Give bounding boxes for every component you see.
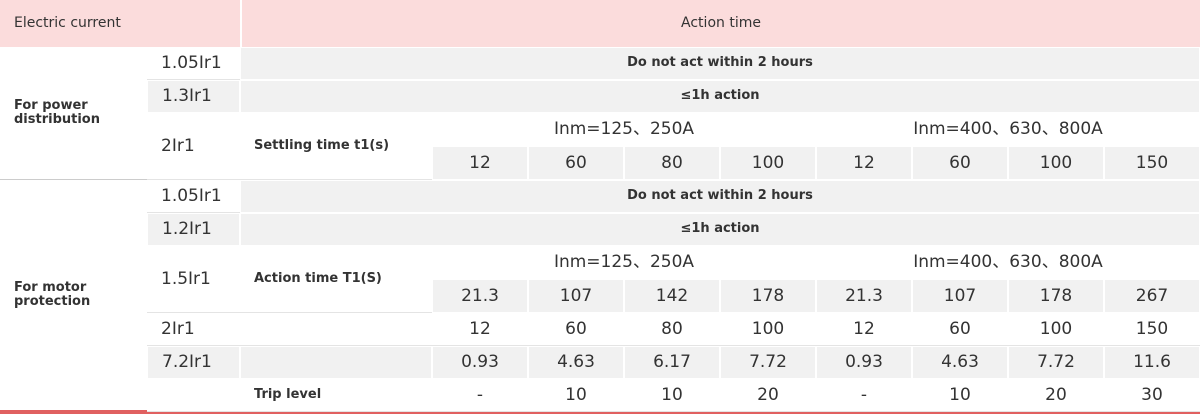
group-cell: Inm=400、630、800A [913,119,1103,140]
current-cell: 1.3Ir1 [147,80,240,113]
param-cell: Settling time t1(s) [240,113,432,180]
span-cell: Do not act within 2 hours [240,180,1200,213]
value-cell: - [816,379,912,412]
value-cell: 178 [720,279,816,313]
value-cell: 10 [528,379,624,412]
empty-cell [240,346,432,379]
current-cell: 2Ir1 [147,113,240,180]
value-cell: 100 [1008,146,1104,180]
value-cell: - [432,379,528,412]
span-cell: Do not act within 2 hours [240,47,1200,80]
value-cell: 100 [720,313,816,346]
section-label: For motor protection [0,180,147,412]
param-cell: Trip level [240,379,432,412]
value-cell: 20 [1008,379,1104,412]
value-cell: 107 [912,279,1008,313]
current-cell: 2Ir1 [147,313,240,346]
param-cell: Action time T1(S) [240,246,432,313]
value-cell: 10 [912,379,1008,412]
empty-cell [147,379,240,412]
value-cell: 21.3 [816,279,912,313]
value-cell: 60 [912,313,1008,346]
current-cell: 1.05Ir1 [147,180,240,213]
value-cell: 12 [816,313,912,346]
value-cell: 100 [720,146,816,180]
empty-cell [240,313,432,346]
value-cell: 60 [528,146,624,180]
value-cell: 10 [624,379,720,412]
value-cell: 30 [1104,379,1200,412]
value-cell: 7.72 [1008,346,1104,379]
value-cell: 12 [816,146,912,180]
value-cell: 12 [432,146,528,180]
header-cell: Electric current [0,0,240,47]
value-cell: 80 [624,313,720,346]
value-cell: 150 [1104,313,1200,346]
group-cell: Inm=125、250A [553,119,695,140]
value-cell: 267 [1104,279,1200,313]
current-cell: 1.05Ir1 [147,47,240,80]
value-cell: 6.17 [624,346,720,379]
value-cell: 80 [624,146,720,180]
value-cell: 100 [1008,313,1104,346]
value-cell: 0.93 [432,346,528,379]
group-cell: Inm=400、630、800A [913,252,1103,273]
current-cell: 7.2Ir1 [147,346,240,379]
value-cell: 60 [528,313,624,346]
current-cell: 1.5Ir1 [147,246,240,313]
value-cell: 107 [528,279,624,313]
current-cell: 1.2Ir1 [147,213,240,246]
value-cell: 7.72 [720,346,816,379]
value-cell: 178 [1008,279,1104,313]
value-cell: 0.93 [816,346,912,379]
value-cell: 4.63 [528,346,624,379]
span-cell: ≤1h action [240,80,1200,113]
value-cell: 20 [720,379,816,412]
span-cell: ≤1h action [240,213,1200,246]
value-cell: 150 [1104,146,1200,180]
section-label: For power distribution [0,47,147,180]
value-cell: 142 [624,279,720,313]
group-cell: Inm=125、250A [553,252,695,273]
value-cell: 11.6 [1104,346,1200,379]
value-cell: 21.3 [432,279,528,313]
value-cell: 12 [432,313,528,346]
value-cell: 4.63 [912,346,1008,379]
header-cell: Action time [240,0,1200,47]
value-cell: 60 [912,146,1008,180]
bottom-rule [0,412,1200,414]
